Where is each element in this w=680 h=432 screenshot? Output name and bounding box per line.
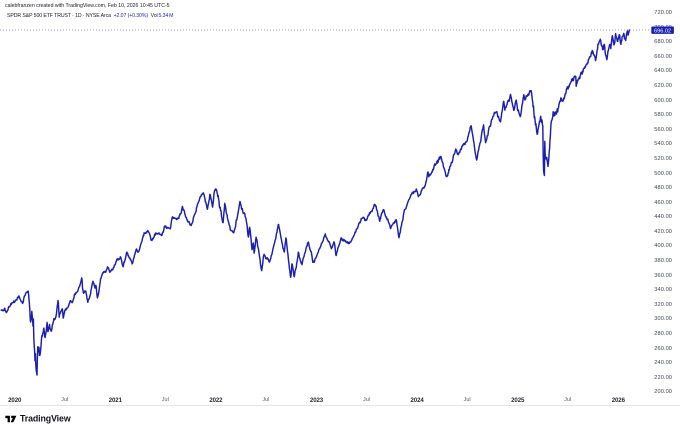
svg-text:696.02: 696.02 bbox=[654, 28, 671, 34]
svg-text:TradingView: TradingView bbox=[20, 414, 71, 424]
